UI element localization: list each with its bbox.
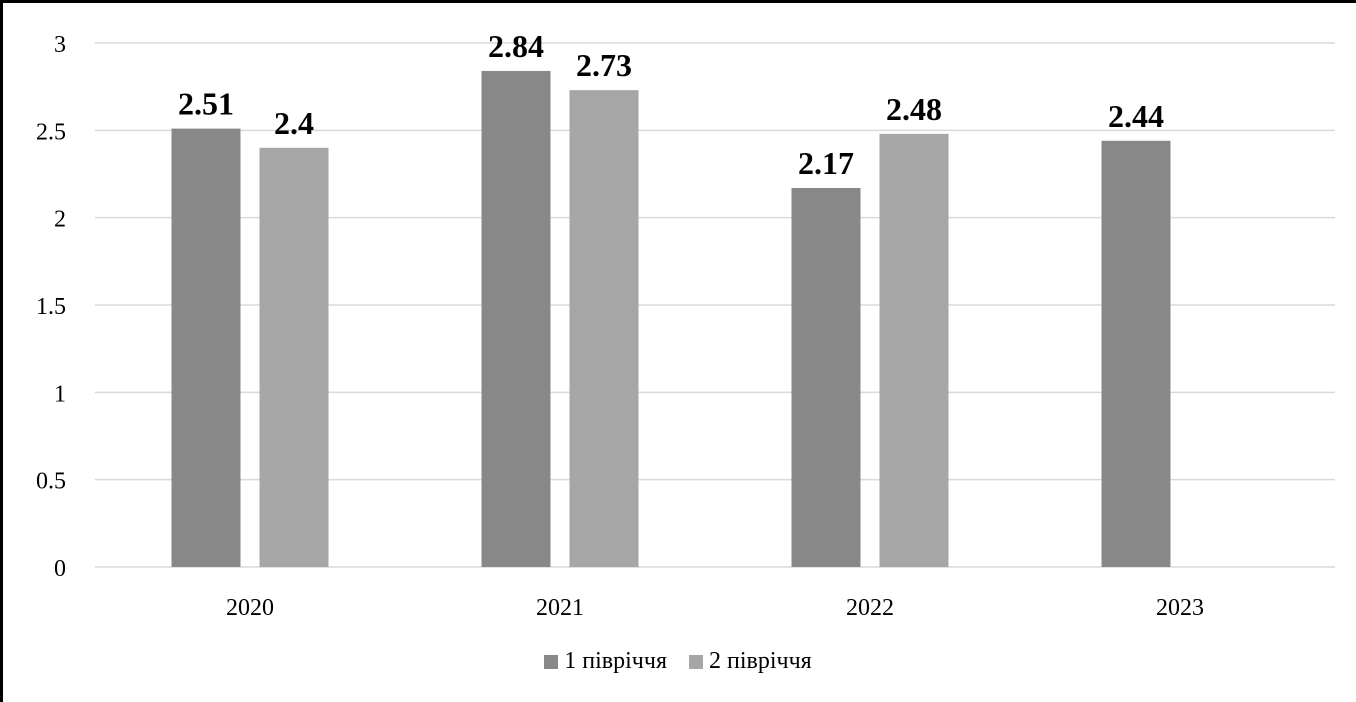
legend-label-series-2: 2 півріччя (709, 648, 812, 674)
data-label: 2.51 (178, 86, 234, 122)
bar (569, 90, 639, 567)
legend-item-series-2: 2 півріччя (689, 648, 812, 675)
bar (481, 70, 551, 568)
legend-swatch-series-1 (544, 654, 559, 669)
data-label: 2.73 (576, 47, 632, 83)
y-tick-label: 0 (54, 556, 66, 582)
bar (1101, 140, 1171, 567)
y-tick-label: 0.5 (36, 469, 66, 495)
x-tick-label: 2021 (536, 595, 584, 621)
bar (171, 128, 241, 567)
x-tick-label: 2022 (846, 595, 894, 621)
y-tick-label: 1.5 (36, 294, 66, 320)
x-tick-label: 2023 (1156, 595, 1204, 621)
y-tick-label: 2.5 (36, 119, 66, 145)
data-label: 2.44 (1108, 98, 1164, 134)
legend: 1 півріччя 2 півріччя (0, 648, 1356, 675)
bar (879, 133, 949, 567)
legend-swatch-series-2 (689, 654, 703, 669)
bar (259, 147, 329, 568)
legend-item-series-1: 1 півріччя (544, 648, 667, 675)
y-tick-label: 3 (54, 32, 66, 58)
y-tick-label: 1 (54, 381, 66, 407)
data-label: 2.84 (488, 28, 544, 64)
data-label: 2.48 (886, 91, 942, 127)
bar (791, 187, 861, 567)
x-tick-label: 2020 (226, 595, 274, 621)
data-label: 2.4 (274, 105, 314, 141)
legend-label-series-1: 1 півріччя (564, 648, 667, 674)
y-tick-label: 2 (54, 207, 66, 233)
data-label: 2.17 (798, 145, 854, 181)
